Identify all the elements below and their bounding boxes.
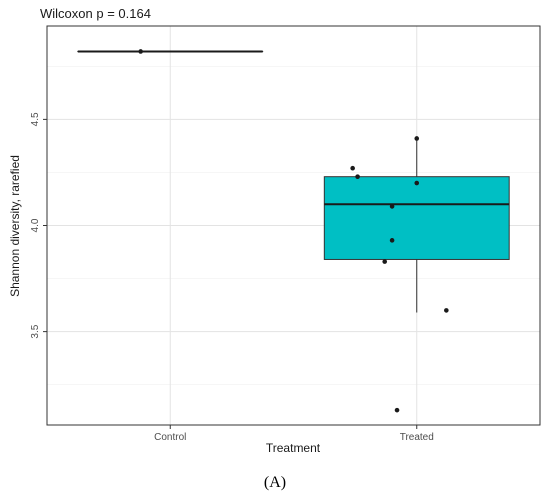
x-axis-label: Treatment (266, 441, 321, 455)
data-point (355, 174, 360, 179)
data-point (389, 204, 395, 209)
y-axis-label: Shannon diversity, rarefied (8, 155, 22, 297)
y-tick-label: 4.5 (30, 112, 41, 126)
box-treated (323, 176, 510, 260)
data-point (350, 165, 355, 171)
data-point (389, 238, 395, 243)
chart-title: Wilcoxon p = 0.164 (40, 6, 151, 21)
data-point (414, 136, 420, 141)
data-point (414, 180, 420, 186)
x-tick-label: Control (154, 432, 186, 443)
x-tick-label: Treated (400, 432, 434, 443)
panel-label: (A) (264, 474, 286, 491)
y-tick-label: 3.5 (30, 324, 41, 338)
data-point (394, 407, 400, 413)
data-point (382, 259, 388, 264)
data-point (444, 308, 449, 313)
plot-panel: 3.5 4.0 4.5 Control Treated (30, 25, 541, 443)
y-tick-label: 4.0 (30, 218, 41, 232)
data-point (138, 49, 143, 54)
